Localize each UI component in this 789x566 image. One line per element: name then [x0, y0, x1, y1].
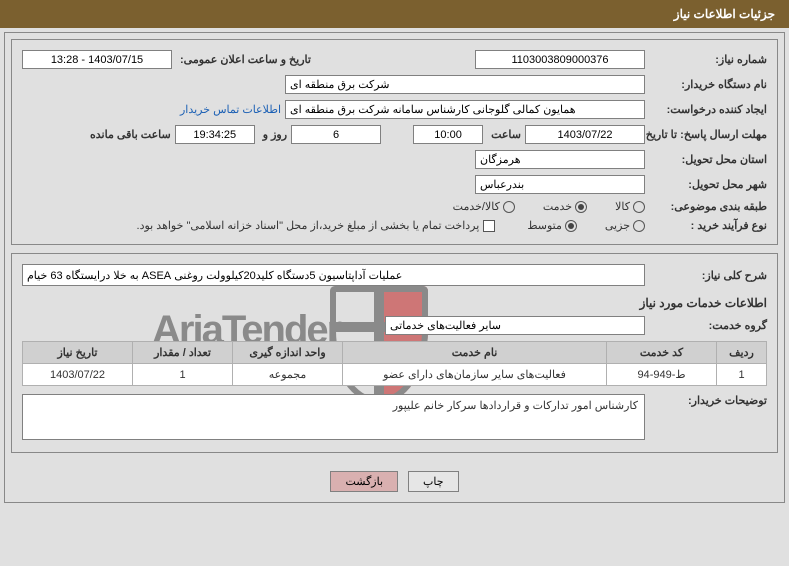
td-unit: مجموعه	[233, 364, 343, 386]
radio-both[interactable]: کالا/خدمت	[453, 200, 515, 213]
process-label: نوع فرآیند خرید :	[649, 219, 767, 232]
requester-label: ایجاد کننده درخواست:	[649, 103, 767, 116]
th-unit: واحد اندازه گیری	[233, 342, 343, 364]
outer-frame: شماره نیاز: 1103003809000376 تاریخ و ساع…	[4, 32, 785, 503]
requester-field: همایون کمالی گلوجانی کارشناس سامانه شرکت…	[285, 100, 645, 119]
category-label: طبقه بندی موضوعی:	[649, 200, 767, 213]
remain-hms-field: 19:34:25	[175, 125, 255, 144]
radio-goods-label: کالا	[615, 200, 630, 213]
contact-link[interactable]: اطلاعات تماس خریدار	[180, 103, 281, 116]
days-field: 6	[291, 125, 381, 144]
service-group-label: گروه خدمت:	[649, 319, 767, 332]
th-code: کد خدمت	[607, 342, 717, 364]
need-number-field: 1103003809000376	[475, 50, 645, 69]
td-idx: 1	[717, 364, 767, 386]
province-field: هرمزگان	[475, 150, 645, 169]
city-label: شهر محل تحویل:	[649, 178, 767, 191]
service-group-field: سایر فعالیت‌های خدماتی	[385, 316, 645, 335]
panel-title: جزئیات اطلاعات نیاز	[674, 7, 775, 21]
table-header-row: ردیف کد خدمت نام خدمت واحد اندازه گیری ت…	[23, 342, 767, 364]
radio-service-label: خدمت	[543, 200, 572, 213]
announce-label: تاریخ و ساعت اعلان عمومی:	[176, 53, 311, 66]
th-name: نام خدمت	[343, 342, 607, 364]
radio-both-label: کالا/خدمت	[453, 200, 500, 213]
back-button[interactable]: بازگشت	[330, 471, 398, 492]
treasury-checkbox[interactable]	[483, 220, 495, 232]
buyer-org-field: شرکت برق منطقه ای	[285, 75, 645, 94]
deadline-time-field: 10:00	[413, 125, 483, 144]
remain-label: ساعت باقی مانده	[86, 128, 171, 141]
buyer-remarks-label: توضیحات خریدار:	[649, 394, 767, 407]
radio-goods[interactable]: کالا	[615, 200, 645, 213]
payment-note: پرداخت تمام یا بخشی از مبلغ خرید،از محل …	[137, 219, 480, 232]
radio-service[interactable]: خدمت	[543, 200, 587, 213]
th-qty: تعداد / مقدار	[133, 342, 233, 364]
detail-panel: AriaTender .net شرح کلی نیاز: عملیات آدا…	[11, 253, 778, 453]
td-code: ط-949-94	[607, 364, 717, 386]
service-info-title: اطلاعات خدمات مورد نیاز	[22, 296, 767, 310]
city-field: بندرعباس	[475, 175, 645, 194]
td-date: 1403/07/22	[23, 364, 133, 386]
th-row: ردیف	[717, 342, 767, 364]
days-and-label: روز و	[259, 128, 287, 141]
th-date: تاریخ نیاز	[23, 342, 133, 364]
radio-minor-label: جزیی	[605, 219, 630, 232]
table-row: 1 ط-949-94 فعالیت‌های سایر سازمان‌های دا…	[23, 364, 767, 386]
province-label: استان محل تحویل:	[649, 153, 767, 166]
process-radio-group: جزیی متوسط	[527, 219, 645, 232]
print-button[interactable]: چاپ	[408, 471, 459, 492]
info-panel: شماره نیاز: 1103003809000376 تاریخ و ساع…	[11, 39, 778, 245]
td-qty: 1	[133, 364, 233, 386]
deadline-date-field: 1403/07/22	[525, 125, 645, 144]
buyer-remarks-field: کارشناس امور تدارکات و قراردادها سرکار خ…	[22, 394, 645, 440]
time-label: ساعت	[487, 128, 521, 141]
toolbar: چاپ بازگشت	[11, 461, 778, 496]
td-name: فعالیت‌های سایر سازمان‌های دارای عضو	[343, 364, 607, 386]
deadline-label: مهلت ارسال پاسخ: تا تاریخ:	[649, 128, 767, 141]
need-number-label: شماره نیاز:	[649, 53, 767, 66]
panel-header: جزئیات اطلاعات نیاز	[0, 0, 789, 28]
radio-medium[interactable]: متوسط	[527, 219, 577, 232]
radio-minor[interactable]: جزیی	[605, 219, 645, 232]
category-radio-group: کالا خدمت کالا/خدمت	[453, 200, 645, 213]
buyer-org-label: نام دستگاه خریدار:	[649, 78, 767, 91]
service-table: ردیف کد خدمت نام خدمت واحد اندازه گیری ت…	[22, 341, 767, 386]
radio-medium-label: متوسط	[527, 219, 562, 232]
need-desc-label: شرح کلی نیاز:	[649, 269, 767, 282]
announce-field: 1403/07/15 - 13:28	[22, 50, 172, 69]
need-desc-field: عملیات آداپتاسیون 5دستگاه کلید20کیلوولت …	[22, 264, 645, 286]
